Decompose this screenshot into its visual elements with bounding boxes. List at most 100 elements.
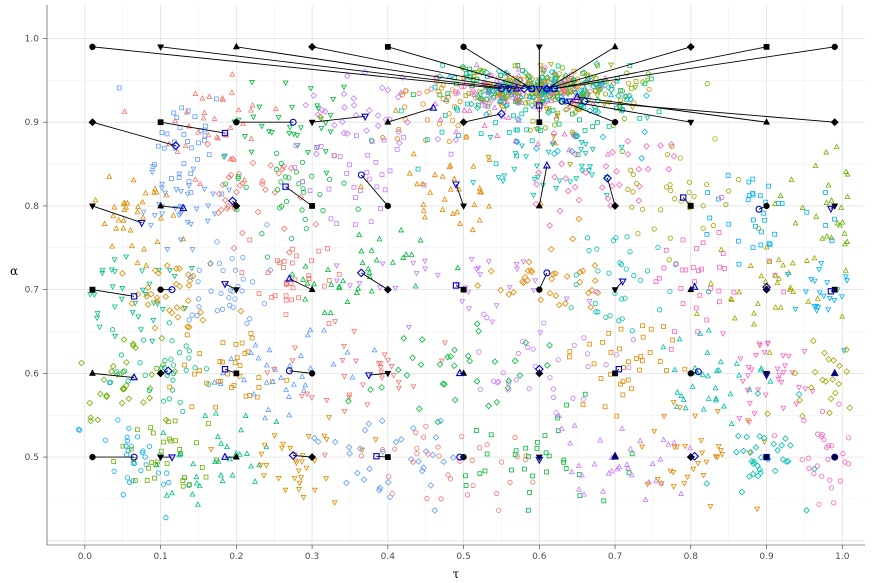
cloud-point — [208, 446, 215, 453]
cloud-point — [356, 231, 363, 237]
cloud-point — [351, 329, 358, 335]
true-point — [831, 43, 838, 51]
cloud-point — [457, 458, 463, 464]
estimate-point — [361, 113, 370, 122]
cloud-point — [249, 279, 256, 285]
cloud-point — [704, 232, 710, 237]
cloud-point — [726, 221, 732, 227]
cloud-point — [230, 244, 238, 252]
cloud-point — [351, 184, 357, 190]
cloud-point — [111, 269, 118, 275]
cloud-point — [269, 378, 276, 384]
cloud-point — [221, 154, 228, 161]
cloud-point — [99, 270, 106, 277]
cloud-point — [614, 105, 619, 111]
cloud-point — [635, 165, 643, 173]
cloud-point — [816, 501, 822, 507]
cloud-point — [250, 390, 257, 397]
cloud-point — [478, 189, 485, 195]
cloud-point — [586, 107, 594, 115]
cloud-point — [189, 312, 195, 318]
cloud-point — [254, 208, 262, 216]
cloud-point — [331, 500, 338, 506]
x-tick-label: 0.9 — [759, 552, 774, 562]
cloud-point — [123, 443, 129, 449]
cloud-point — [247, 316, 253, 322]
true-point — [156, 369, 165, 378]
cloud-point — [577, 117, 582, 123]
cloud-point — [629, 204, 635, 210]
cloud-point — [316, 248, 322, 254]
cloud-point — [660, 436, 667, 442]
cloud-point — [317, 116, 324, 123]
cloud-point — [545, 149, 552, 156]
cloud-point — [139, 287, 146, 294]
cloud-point — [307, 188, 313, 193]
cloud-point — [321, 283, 327, 289]
cloud-point — [144, 301, 152, 309]
cloud-point — [611, 80, 617, 87]
true-point — [687, 119, 695, 127]
cloud-point — [556, 207, 564, 215]
cloud-point — [310, 434, 318, 442]
cloud-point — [588, 172, 595, 179]
cloud-point — [439, 206, 446, 212]
cloud-point — [235, 175, 241, 181]
cloud-point — [551, 173, 558, 181]
cloud-point — [146, 443, 153, 450]
cloud-point — [381, 137, 387, 143]
cloud-point — [155, 143, 161, 149]
cloud-point — [682, 404, 689, 411]
cloud-point — [217, 359, 223, 364]
cloud-point — [717, 358, 724, 365]
cloud-point — [106, 379, 113, 386]
cloud-point — [162, 190, 169, 197]
cloud-point — [366, 269, 373, 275]
estimate-point — [611, 451, 620, 459]
cloud-point — [271, 366, 278, 373]
cloud-point — [341, 104, 348, 111]
cloud-point — [283, 199, 290, 205]
cloud-point — [665, 441, 672, 447]
cloud-point — [670, 337, 676, 343]
cloud-point — [237, 363, 243, 368]
cloud-point — [520, 279, 527, 287]
cloud-point — [366, 176, 372, 182]
cloud-point — [774, 366, 781, 373]
cloud-point — [267, 162, 275, 169]
cloud-point — [454, 208, 461, 215]
cloud-point — [108, 368, 115, 375]
cloud-point — [337, 154, 343, 159]
cloud-point — [398, 108, 404, 114]
cloud-point — [378, 369, 385, 376]
cloud-point — [678, 392, 685, 398]
cloud-point — [581, 104, 587, 110]
cloud-point — [473, 320, 481, 328]
cloud-point — [457, 99, 463, 105]
cloud-point — [215, 134, 221, 141]
estimate-point — [762, 282, 772, 292]
pair-segment — [561, 100, 616, 123]
cloud-point — [542, 125, 548, 131]
cloud-point — [282, 80, 289, 87]
cloud-point — [266, 346, 273, 353]
cloud-point — [716, 288, 722, 294]
cloud-point — [204, 140, 212, 148]
cloud-point — [308, 395, 315, 401]
cloud-point — [597, 436, 604, 443]
cloud-point — [670, 400, 677, 406]
cloud-point — [250, 114, 257, 121]
cloud-point — [343, 479, 350, 487]
pair-segment — [361, 272, 389, 291]
cloud-point — [249, 335, 255, 341]
cloud-point — [505, 377, 513, 385]
cloud-point — [787, 284, 794, 290]
cloud-point — [399, 92, 405, 98]
pair-segment — [455, 184, 464, 207]
cloud-point — [286, 411, 293, 418]
cloud-point — [412, 282, 419, 289]
cloud-point — [132, 344, 139, 352]
cloud-point — [120, 336, 128, 343]
cloud-point — [511, 166, 518, 173]
cloud-point — [582, 128, 588, 133]
